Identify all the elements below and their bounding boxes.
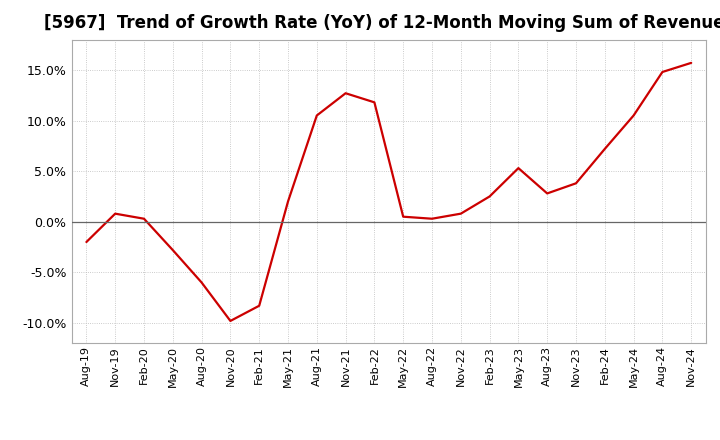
- Title: [5967]  Trend of Growth Rate (YoY) of 12-Month Moving Sum of Revenues: [5967] Trend of Growth Rate (YoY) of 12-…: [44, 15, 720, 33]
